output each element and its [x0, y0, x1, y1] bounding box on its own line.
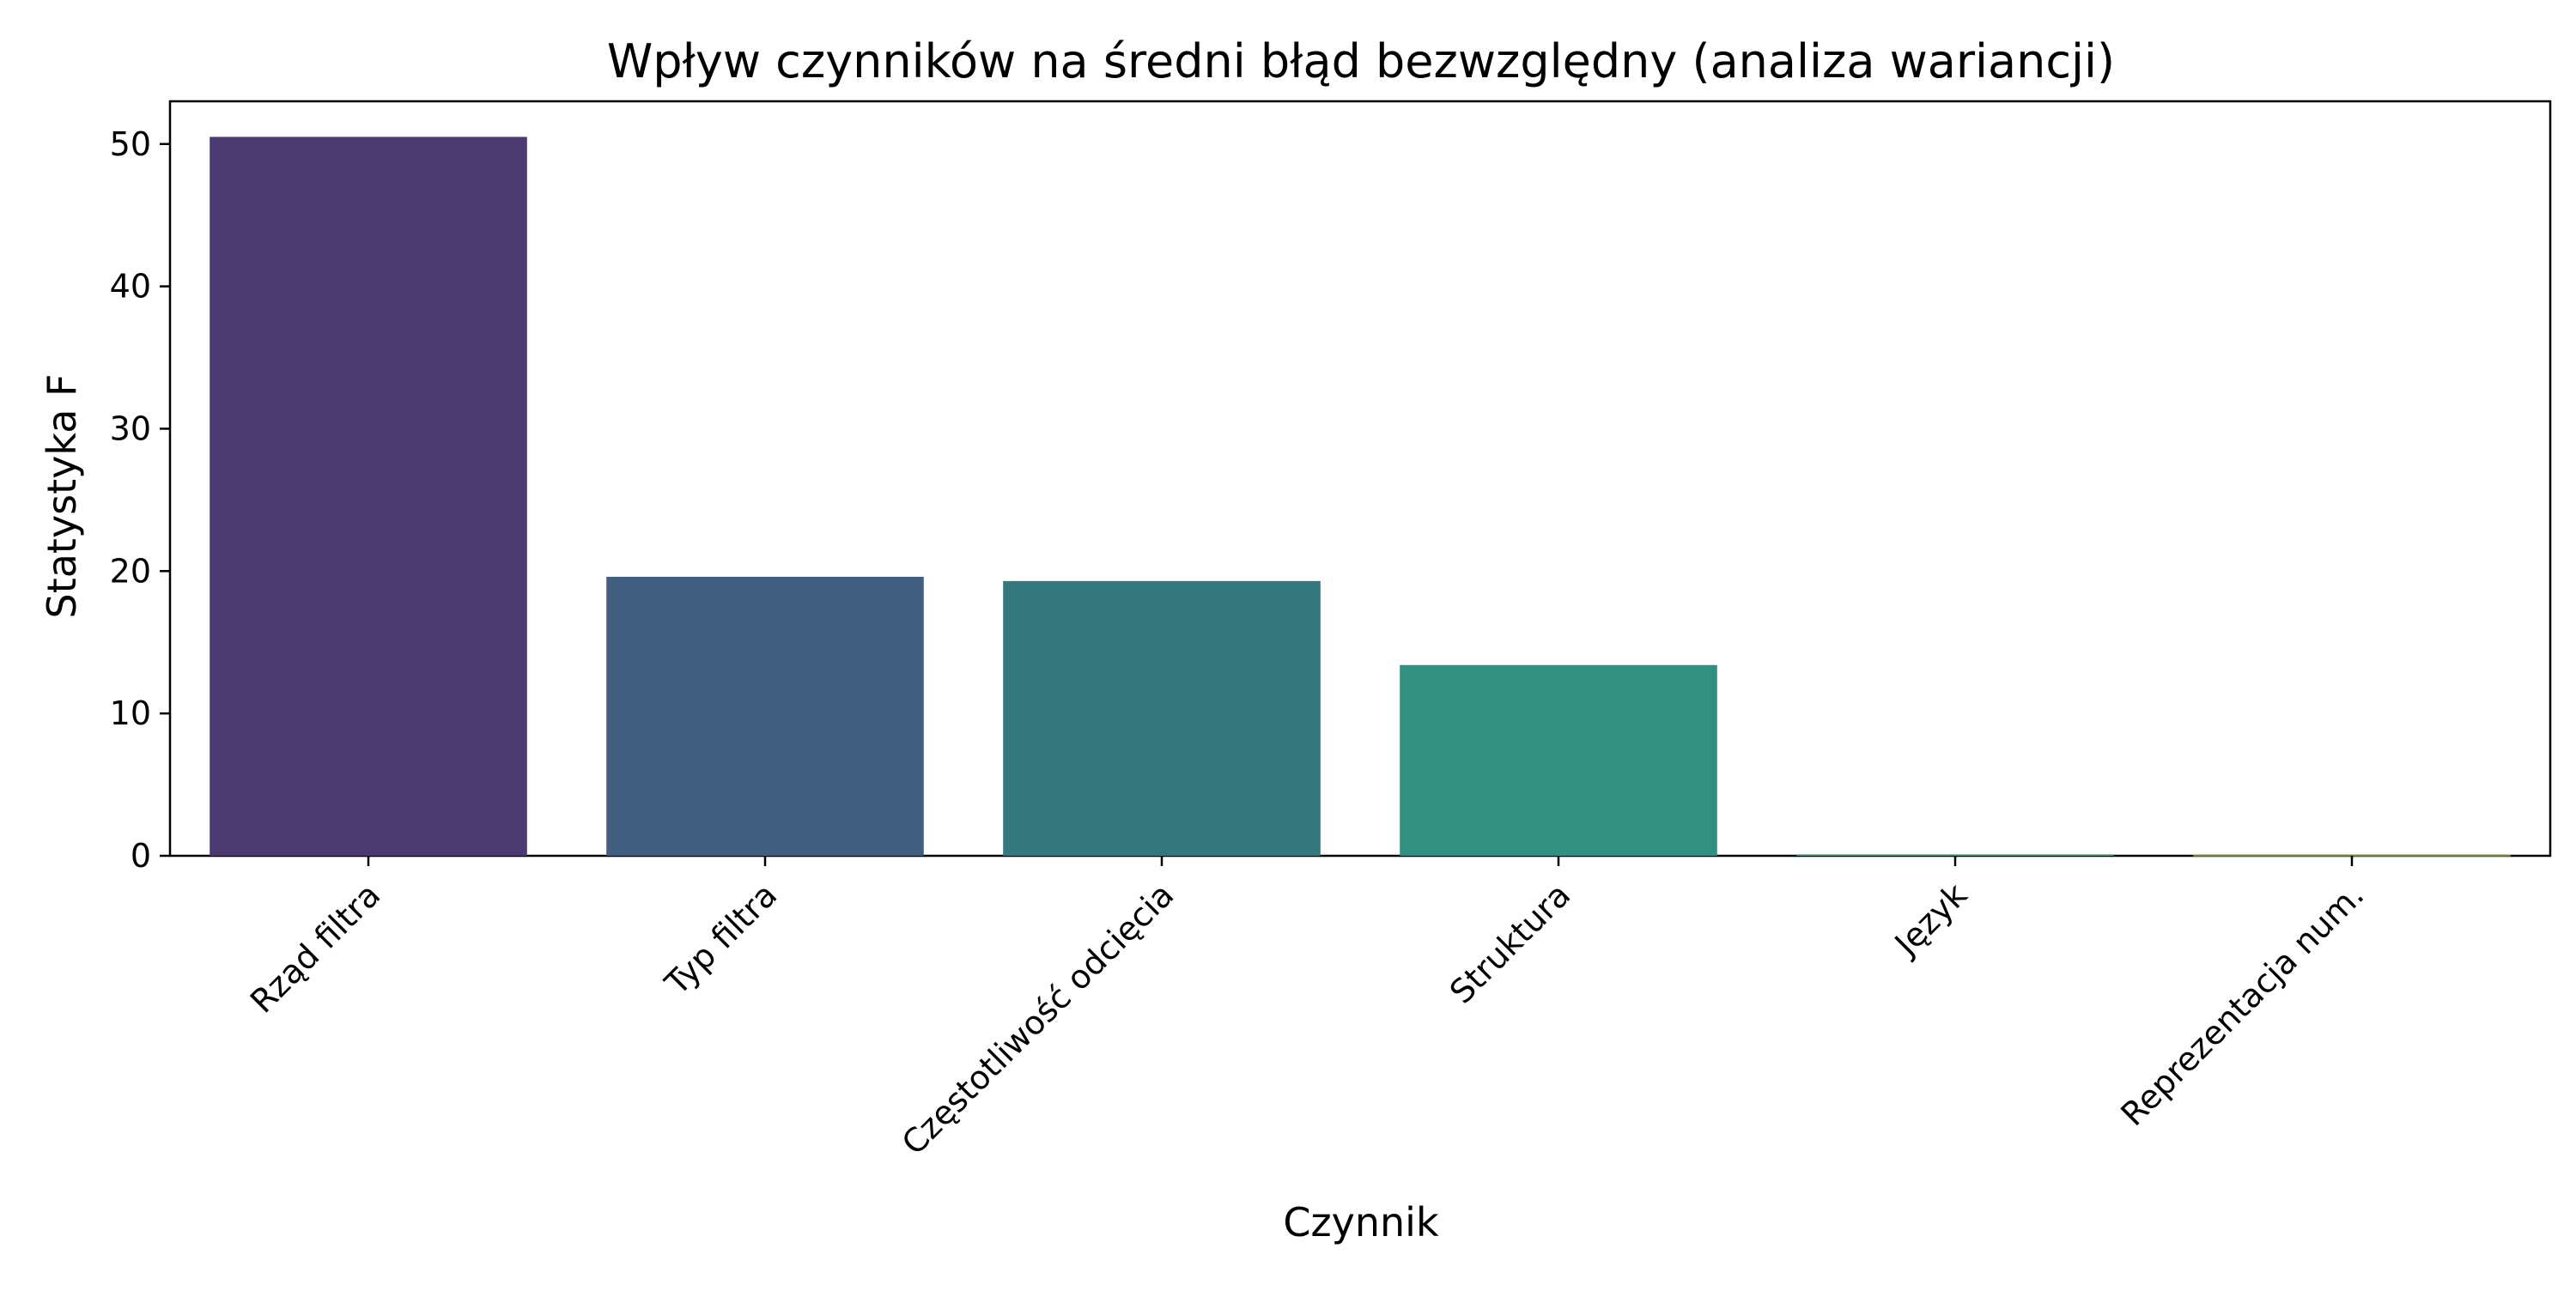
x-tick-label: Rząd filtra	[243, 876, 387, 1020]
y-axis-label: Statystyka F	[39, 373, 85, 618]
y-tick-label: 50	[110, 125, 151, 163]
bar	[606, 576, 924, 856]
x-tick-label: Język	[1886, 876, 1975, 964]
x-axis-ticks: Rząd filtra Typ filtra Częstotliwość odcię…	[243, 856, 2371, 1162]
bar	[1796, 854, 2114, 856]
bar	[210, 136, 527, 856]
x-tick-label: Typ filtra	[657, 876, 784, 1003]
bar	[1400, 664, 1717, 856]
y-tick-label: 0	[131, 837, 151, 875]
x-tick-label: Częstotliwość odcięcia	[895, 876, 1182, 1162]
bar	[1003, 580, 1321, 856]
x-tick-label: Reprezentacja num.	[2114, 876, 2372, 1133]
bar	[2193, 855, 2511, 857]
bars	[210, 136, 2511, 857]
y-axis-ticks: 0 10 20 30 40 50	[110, 125, 170, 875]
x-axis-label: Czynnik	[1283, 1199, 1439, 1246]
chart-title: Wpływ czynników na średni błąd bezwzględ…	[607, 34, 2115, 88]
plot-area	[168, 100, 2552, 858]
y-tick-label: 40	[110, 268, 151, 306]
plot-frame	[168, 100, 2552, 858]
y-tick-label: 10	[110, 694, 151, 732]
y-tick-label: 20	[110, 552, 151, 590]
x-tick-label: Struktura	[1443, 876, 1577, 1010]
y-tick-label: 30	[110, 409, 151, 447]
